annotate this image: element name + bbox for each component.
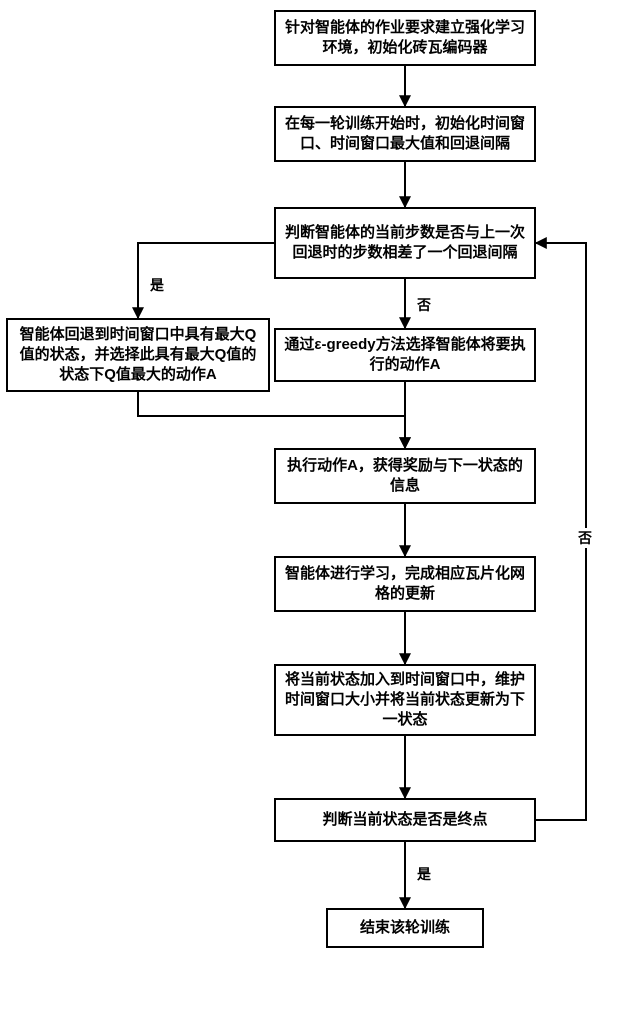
flowchart-node-n4b: 通过ε-greedy方法选择智能体将要执行的动作A [274,328,536,382]
flowchart-node-n6: 智能体进行学习，完成相应瓦片化网格的更新 [274,556,536,612]
flowchart-node-n7: 将当前状态加入到时间窗口中，维护时间窗口大小并将当前状态更新为下一状态 [274,664,536,736]
flowchart-node-n4a: 智能体回退到时间窗口中具有最大Q值的状态，并选择此具有最大Q值的状态下Q值最大的… [6,318,270,392]
edge-label-e3: 是 [148,275,166,295]
flowchart-node-n3: 判断智能体的当前步数是否与上一次回退时的步数相差了一个回退间隔 [274,207,536,279]
edge-label-e10: 是 [415,864,433,884]
edge-label-e11: 否 [576,528,594,548]
flowchart-node-n8: 判断当前状态是否是终点 [274,798,536,842]
flowchart-node-n9: 结束该轮训练 [326,908,484,948]
flowchart-edge-e5 [138,392,405,448]
edge-label-e4: 否 [415,295,433,315]
flowchart-node-n5: 执行动作A，获得奖励与下一状态的信息 [274,448,536,504]
flowchart-node-n2: 在每一轮训练开始时，初始化时间窗口、时间窗口最大值和回退间隔 [274,106,536,162]
flowchart-node-n1: 针对智能体的作业要求建立强化学习环境，初始化砖瓦编码器 [274,10,536,66]
